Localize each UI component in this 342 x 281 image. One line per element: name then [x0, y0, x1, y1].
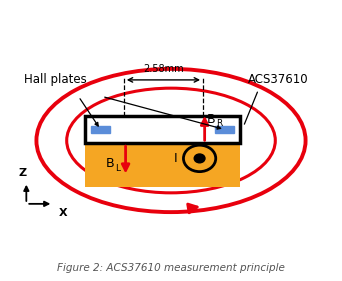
Text: L: L	[115, 164, 120, 173]
Text: ACS37610: ACS37610	[248, 73, 309, 86]
Text: 2.58mm: 2.58mm	[143, 64, 184, 74]
Bar	[85, 116, 240, 143]
Bar	[215, 126, 234, 133]
Text: B: B	[105, 157, 114, 170]
Circle shape	[194, 154, 205, 163]
Text: X: X	[58, 208, 67, 218]
Text: I: I	[174, 152, 178, 165]
Text: R: R	[216, 119, 223, 128]
Text: B: B	[207, 113, 215, 126]
Bar	[85, 127, 240, 187]
Text: Z: Z	[18, 168, 26, 178]
Text: Hall plates: Hall plates	[24, 73, 86, 86]
Text: Figure 2: ACS37610 measurement principle: Figure 2: ACS37610 measurement principle	[57, 263, 285, 273]
Bar	[91, 126, 110, 133]
